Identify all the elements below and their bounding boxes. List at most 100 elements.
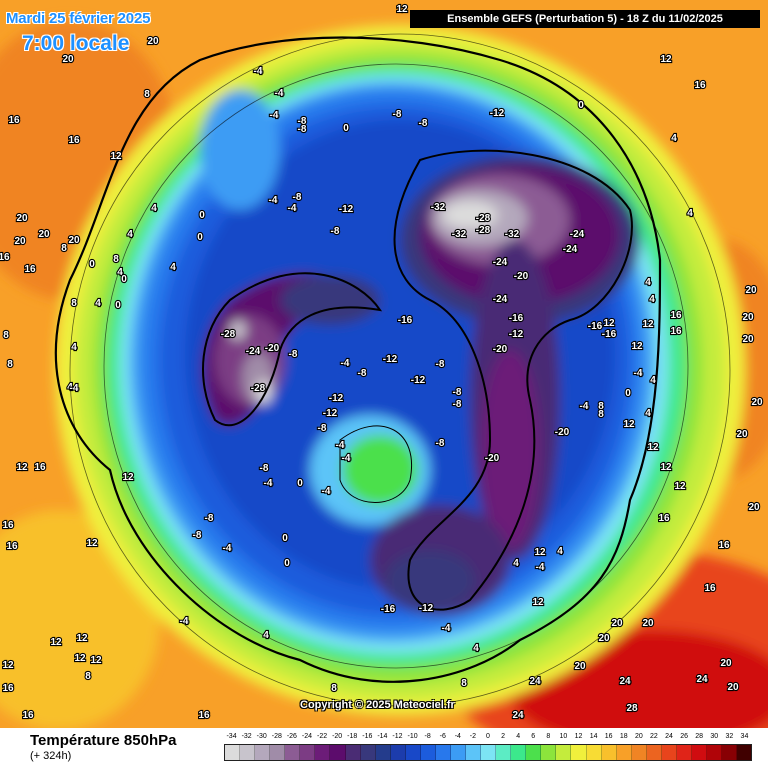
temperature-value-label: 12: [631, 341, 643, 352]
temperature-value-label: 16: [22, 710, 34, 721]
temperature-value-label: -28: [251, 383, 266, 394]
legend-swatch: [360, 745, 376, 760]
temperature-value-label: 16: [6, 541, 18, 552]
temperature-value-label: 4: [127, 229, 133, 240]
temperature-value-label: 20: [598, 633, 610, 644]
legend-tick-label: 0: [486, 733, 490, 740]
temperature-value-label: 16: [34, 462, 46, 473]
temperature-value-label: 12: [396, 4, 408, 15]
legend-tick-label: -24: [301, 733, 313, 740]
temperature-value-label: 8: [71, 298, 77, 309]
temperature-value-label: -4: [336, 440, 345, 451]
legend-swatch: [435, 745, 451, 760]
temperature-value-label: -4: [634, 368, 643, 379]
temperature-value-label: -8: [205, 513, 214, 524]
legend-swatch: [225, 745, 241, 760]
temperature-value-label: 12: [2, 660, 14, 671]
legend-footer: Température 850hPa (+ 324h) -34 -32 -30 -28…: [0, 728, 768, 768]
temperature-value-label: -8: [419, 118, 428, 129]
temperature-value-label: 20: [748, 502, 760, 513]
legend-tick-label: 30: [710, 733, 719, 740]
temperature-value-label: 4: [473, 643, 479, 654]
temperature-value-label: -12: [383, 354, 398, 365]
temperature-value-label: -24: [493, 257, 508, 268]
temperature-value-label: -4: [342, 453, 351, 464]
temperature-value-label: -8: [393, 109, 402, 120]
temperature-value-label: 12: [122, 472, 134, 483]
temperature-value-label: 28: [626, 703, 638, 714]
legend-tick-label: -6: [439, 733, 446, 740]
legend-tick-label: -14: [377, 733, 388, 740]
legend-swatch: [315, 745, 331, 760]
temperature-value-label: -4: [536, 562, 545, 573]
legend-swatch: [390, 745, 406, 760]
temperature-value-label: -32: [431, 202, 446, 213]
temperature-value-label: -8: [453, 387, 462, 398]
legend-tick-label: 24: [665, 733, 673, 740]
legend-tick-label: -32: [241, 733, 252, 740]
temperature-value-label: 8: [598, 401, 604, 412]
temperature-value-label: 20: [742, 334, 754, 345]
color-scale-bar: [224, 744, 752, 761]
copyright-notice: Copyright © 2025 Meteociel.fr: [300, 699, 455, 711]
temperature-value-label: 20: [745, 285, 757, 296]
temperature-value-label: -4: [223, 543, 232, 554]
temperature-value-label: -8: [193, 530, 202, 541]
temperature-value-label: 16: [8, 115, 20, 126]
temperature-value-label: -8: [331, 226, 340, 237]
temperature-value-label: 20: [38, 229, 50, 240]
temperature-fields: [0, 20, 768, 728]
temperature-value-label: -32: [452, 229, 467, 240]
temperature-value-label: -20: [555, 427, 570, 438]
legend-swatch: [420, 745, 436, 760]
temperature-value-label: -4: [580, 401, 589, 412]
temperature-value-label: -12: [411, 375, 426, 386]
temperature-value-label: 12: [674, 481, 686, 492]
temperature-value-label: -8: [436, 359, 445, 370]
temperature-value-label: 8: [7, 359, 13, 370]
legend-swatch: [616, 745, 632, 760]
temperature-value-label: 4: [671, 133, 677, 144]
temperature-value-label: 20: [574, 661, 586, 672]
temperature-value-label: -16: [588, 321, 603, 332]
temperature-value-label: -8: [298, 116, 307, 127]
legend-swatch: [541, 745, 557, 760]
temperature-value-label: 8: [85, 671, 91, 682]
temperature-value-label: 4: [645, 408, 651, 419]
temperature-value-label: -8: [293, 192, 302, 203]
legend-swatch: [722, 745, 738, 760]
temperature-value-label: -8: [318, 423, 327, 434]
temperature-value-label: -20: [485, 453, 500, 464]
temperature-value-label: -16: [398, 315, 413, 326]
temperature-value-label: -4: [180, 616, 189, 627]
legend-tick-label: -34: [226, 733, 237, 740]
legend-tick-label: 18: [619, 733, 628, 740]
legend-tick-label: -18: [347, 733, 358, 740]
temperature-value-label: 8: [3, 330, 9, 341]
temperature-value-label: 4: [95, 298, 101, 309]
temperature-value-label: -16: [381, 604, 396, 615]
legend-swatch: [737, 745, 752, 760]
temperature-value-label: 4: [687, 208, 693, 219]
temperature-value-label: 12: [110, 151, 122, 162]
temperature-value-label: 16: [198, 710, 210, 721]
temperature-value-label: 12: [90, 655, 102, 666]
temperature-value-label: 0: [199, 210, 205, 221]
legend-tick-labels: -34 -32 -30 -28 -26 -24 -22 -20 -18 -16 -14 -12 -10-…: [224, 732, 752, 744]
legend-swatch: [375, 745, 391, 760]
legend-swatch: [255, 745, 271, 760]
legend-title: Température 850hPa: [30, 732, 177, 749]
temperature-value-label: 20: [736, 429, 748, 440]
temperature-value-label: -20: [265, 343, 280, 354]
temperature-value-label: 0: [89, 259, 95, 270]
legend-swatch: [556, 745, 572, 760]
temperature-value-label: 20: [727, 682, 739, 693]
temperature-value-label: 16: [68, 135, 80, 146]
legend-swatch: [285, 745, 301, 760]
temperature-value-label: -4: [341, 358, 350, 369]
legend-subtitle: (+ 324h): [30, 750, 72, 762]
temperature-value-label: -28: [476, 225, 491, 236]
legend-tick-label: 16: [604, 733, 613, 740]
